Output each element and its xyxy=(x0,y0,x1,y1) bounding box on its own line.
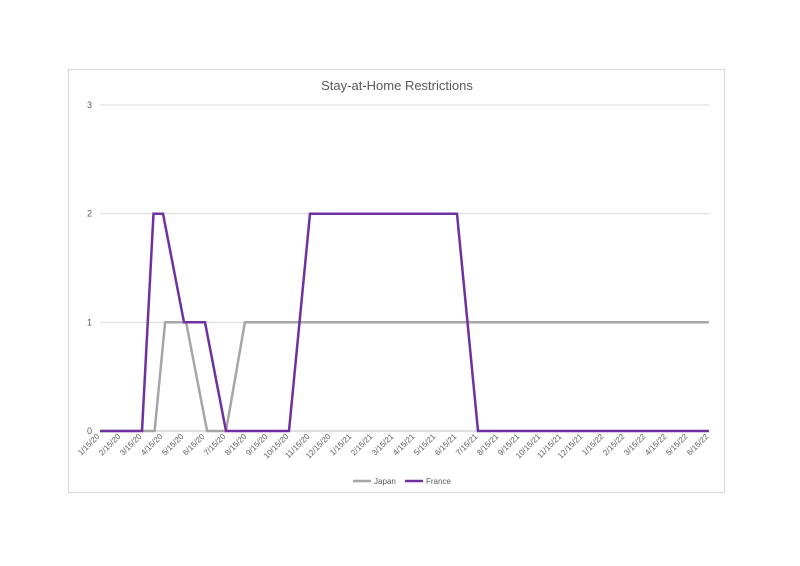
x-tick-label: 8/15/20 xyxy=(223,432,249,458)
x-tick-label: 4/15/21 xyxy=(391,432,417,458)
y-tick-label: 0 xyxy=(87,426,92,436)
x-tick-label: 1/15/21 xyxy=(328,432,354,458)
legend-label-france: France xyxy=(426,477,451,486)
x-tick-label: 3/15/20 xyxy=(118,432,144,458)
x-tick-label: 5/15/20 xyxy=(160,432,186,458)
legend-label-japan: Japan xyxy=(374,477,396,486)
x-tick-label: 6/15/21 xyxy=(433,432,459,458)
x-tick-label: 5/15/21 xyxy=(412,432,438,458)
chart-title: Stay-at-Home Restrictions xyxy=(321,78,473,93)
x-tick-label: 7/15/20 xyxy=(202,432,228,458)
x-tick-label: 2/15/22 xyxy=(601,432,627,458)
x-tick-label: 4/15/22 xyxy=(643,432,669,458)
x-tick-label: 7/15/21 xyxy=(454,432,480,458)
y-tick-label: 1 xyxy=(87,317,92,327)
x-tick-label: 3/15/22 xyxy=(622,432,648,458)
x-tick-label: 5/15/22 xyxy=(664,432,690,458)
x-tick-label: 6/15/20 xyxy=(181,432,207,458)
x-tick-label: 6/15/22 xyxy=(685,432,711,458)
x-tick-label: 2/15/21 xyxy=(349,432,375,458)
y-tick-label: 3 xyxy=(87,100,92,110)
x-tick-label: 1/15/22 xyxy=(580,432,606,458)
x-tick-label: 2/15/20 xyxy=(97,432,123,458)
x-tick-label: 3/15/21 xyxy=(370,432,396,458)
y-tick-label: 2 xyxy=(87,209,92,219)
x-tick-label: 8/15/21 xyxy=(475,432,501,458)
series-line-japan xyxy=(100,321,709,433)
x-tick-label: 4/15/20 xyxy=(139,432,165,458)
series-line-france xyxy=(100,212,709,433)
